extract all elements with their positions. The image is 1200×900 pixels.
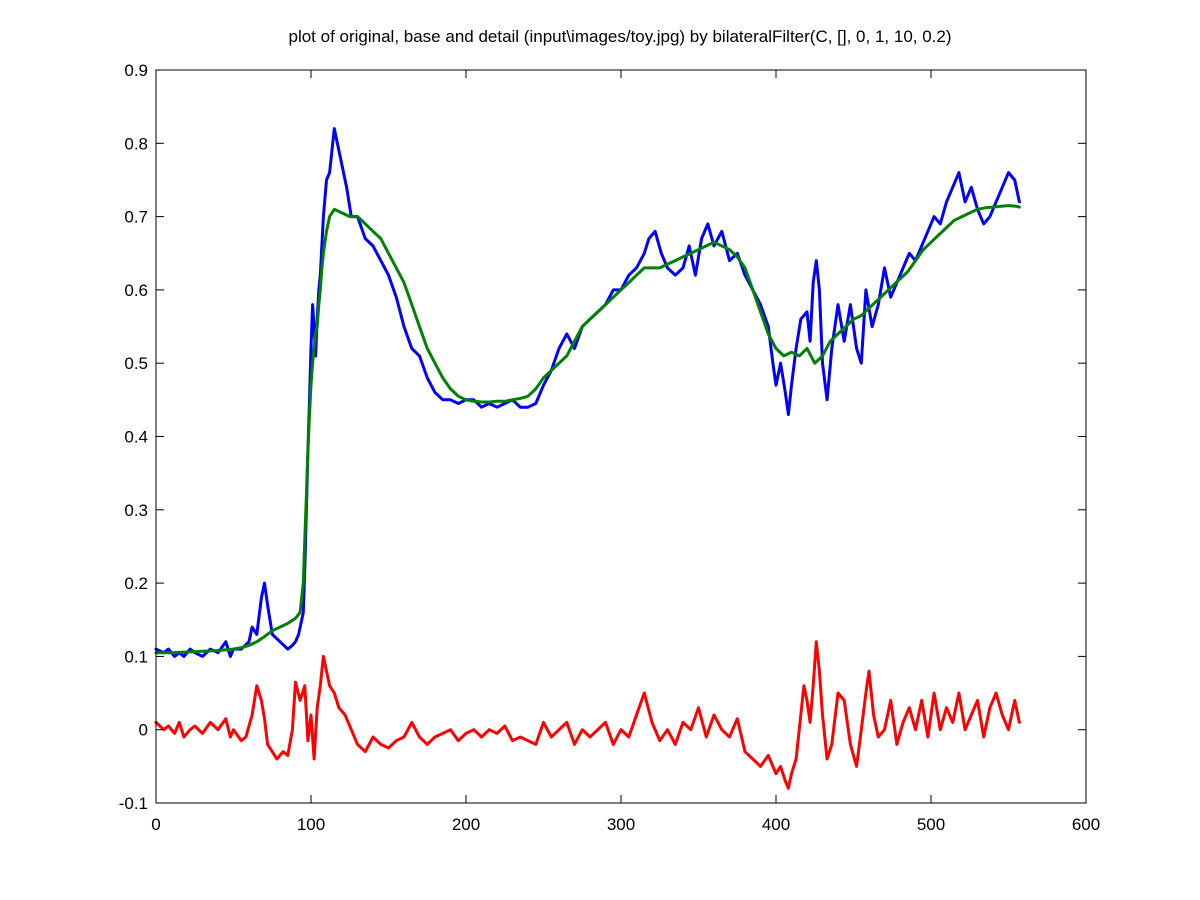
series-line-1 (154, 127, 1021, 658)
x-tick-label: 200 (452, 815, 480, 834)
series-line-2 (154, 204, 1021, 655)
y-tick-label: 0.7 (124, 208, 148, 227)
x-tick-label: 500 (917, 815, 945, 834)
x-tick-label: 0 (151, 815, 160, 834)
y-tick-label: 0.1 (124, 647, 148, 666)
y-tick-label: 0 (139, 721, 148, 740)
series-line-3 (154, 640, 1021, 790)
x-tick-label: 600 (1072, 815, 1100, 834)
x-tick-label: 400 (762, 815, 790, 834)
series-layer (154, 127, 1021, 790)
chart-title: plot of original, base and detail (input… (288, 27, 951, 46)
y-tick-label: 0.2 (124, 574, 148, 593)
y-tick-label: 0.5 (124, 354, 148, 373)
x-axis: 0 100 200 300 400 500 600 (151, 70, 1100, 834)
y-tick-label: -0.1 (119, 794, 148, 813)
y-tick-label: 0.3 (124, 501, 148, 520)
y-tick-label: 0.4 (124, 428, 148, 447)
x-tick-label: 300 (607, 815, 635, 834)
y-axis: -0.1 0 0.1 0.2 0.3 0.4 0.5 0.6 0.7 0.8 0.9 (119, 61, 1086, 813)
y-tick-label: 0.8 (124, 134, 148, 153)
x-tick-label: 100 (297, 815, 325, 834)
y-tick-label: 0.9 (124, 61, 148, 80)
y-tick-label: 0.6 (124, 281, 148, 300)
